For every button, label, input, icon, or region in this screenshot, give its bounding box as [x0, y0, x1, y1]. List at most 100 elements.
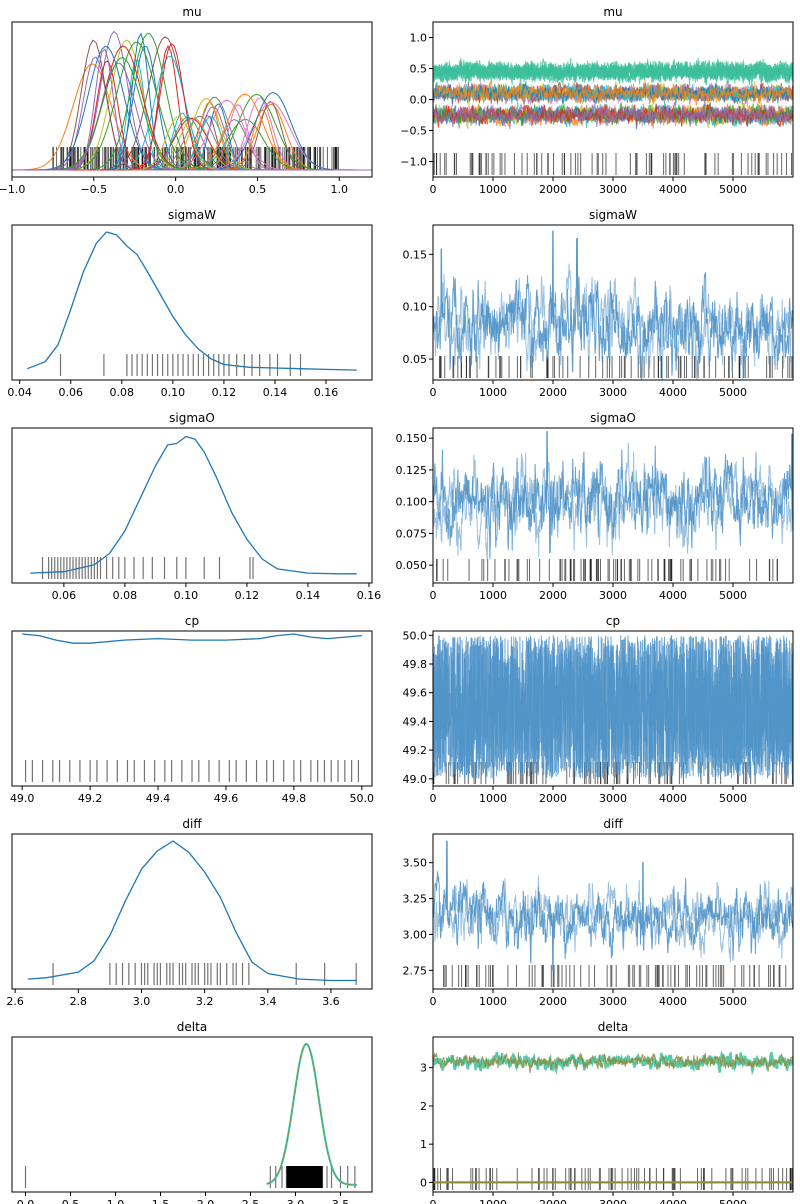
x-tick-label: 0.08: [113, 589, 138, 602]
divergence-rug: [439, 356, 793, 378]
y-tick-label: 2: [420, 1100, 427, 1113]
x-tick-label: 49.8: [282, 792, 307, 805]
x-tick-label: 1.0: [107, 1198, 125, 1204]
x-axis: 0 1000 2000 3000 4000 5000: [430, 380, 747, 399]
plot-area: [30, 435, 357, 579]
y-tick-label: 49.8: [403, 658, 428, 671]
x-tick-label: 3000: [599, 1198, 627, 1204]
plot-area: [12, 30, 372, 171]
x-axis: −1.0 −0.5 0.0 0.5 1.0: [0, 177, 348, 196]
y-tick-label: 0.10: [403, 301, 428, 314]
x-tick-label: 3.6: [322, 995, 340, 1008]
plot-area: [24, 1042, 357, 1188]
kde-line: [27, 840, 357, 982]
x-tick-label: 3000: [599, 995, 627, 1008]
axes-frame: [11, 21, 373, 178]
x-tick-label: 3.2: [196, 995, 214, 1008]
subplot-sigmaO-trace: sigmaO 0 1000 2000 3000 4000 5000 0.050 0.075 0.1…: [396, 411, 794, 602]
x-tick-label: 0.08: [110, 386, 135, 399]
divergence-rug: [443, 965, 787, 987]
y-tick-label: 1: [420, 1138, 427, 1151]
kde-line: [266, 1043, 357, 1186]
subplot-cp-trace: cp0 1000 2000 3000 4000 500049.049.249.449.64…: [403, 614, 794, 805]
plot-area: [433, 1050, 793, 1190]
x-tick-label: 49.2: [78, 792, 103, 805]
subplot-delta-density: delta 0.0 0.5 1.0 1.5 2.0 2.5 3.0 3.5: [11, 1020, 373, 1204]
subplot-title: sigmaO: [590, 411, 636, 425]
x-tick-label: 3.5: [332, 1198, 350, 1204]
x-axis: 0 1000 2000 3000 4000 5000: [430, 177, 747, 196]
subplot-sigmaO-density: sigmaO 0.06 0.08 0.10 0.12 0.14 0.16: [11, 411, 382, 602]
x-tick-label: 50.0: [350, 792, 375, 805]
y-axis: 0 1 2 3: [420, 1062, 433, 1189]
y-axis: −1.0 −0.5 0.0 0.5 1.0: [400, 32, 433, 169]
divergence-rug: [436, 559, 778, 581]
x-axis: 0 1000 2000 3000 4000 5000: [430, 1192, 747, 1204]
x-tick-label: 2000: [539, 386, 567, 399]
subplot-mu-density: mu −1.0 −0.5 0.0 0.5 1.0: [0, 5, 373, 196]
trace-series-line: [433, 58, 793, 85]
x-tick-label: 0: [430, 792, 437, 805]
x-tick-label: 3.4: [259, 995, 277, 1008]
x-tick-label: −1.0: [0, 183, 25, 196]
x-tick-label: 4000: [659, 183, 687, 196]
trace-series-line: [433, 57, 793, 86]
x-tick-label: 0.14: [296, 589, 321, 602]
x-tick-label: 0.0: [17, 1198, 35, 1204]
x-tick-label: 3.0: [133, 995, 151, 1008]
x-tick-label: 3000: [599, 183, 627, 196]
axes-frame: [11, 1036, 373, 1193]
x-tick-label: 1.5: [152, 1198, 170, 1204]
subplot-title: delta: [177, 1020, 207, 1034]
x-tick-label: 0.12: [235, 589, 260, 602]
axes-frame: [11, 833, 373, 990]
x-tick-label: 4000: [659, 1198, 687, 1204]
trace-series-line: [433, 840, 793, 971]
divergence-rug: [433, 1168, 793, 1190]
x-tick-label: 5000: [719, 183, 747, 196]
x-tick-label: 0.5: [62, 1198, 80, 1204]
subplot-delta-trace: delta 0 1000 2000 3000 4000 5000 0 1 2 3: [420, 1020, 794, 1204]
x-tick-label: 0.10: [161, 386, 186, 399]
y-tick-label: 0: [420, 1176, 427, 1189]
rug-marks: [52, 963, 357, 985]
x-tick-label: 4000: [659, 386, 687, 399]
x-tick-label: 0.04: [7, 386, 32, 399]
x-tick-label: 0.06: [58, 386, 83, 399]
x-tick-label: 0: [430, 995, 437, 1008]
subplot-title: mu: [182, 5, 201, 19]
x-tick-label: 1000: [479, 792, 507, 805]
y-tick-label: 0.15: [403, 248, 428, 261]
trace-series-line: [433, 79, 793, 106]
y-tick-label: 49.0: [403, 773, 428, 786]
plot-area: [433, 230, 793, 380]
x-tick-label: 2.8: [70, 995, 88, 1008]
x-tick-label: 5000: [719, 792, 747, 805]
subplot-title: delta: [598, 1020, 628, 1034]
x-tick-label: 5000: [719, 589, 747, 602]
x-tick-label: 2.6: [6, 995, 24, 1008]
plot-area: [433, 635, 793, 784]
subplot-title: sigmaW: [168, 208, 216, 222]
x-tick-label: 3000: [599, 589, 627, 602]
axes-frame: [11, 630, 373, 787]
y-axis: 0.050 0.075 0.100 0.125 0.150: [396, 432, 433, 572]
x-tick-label: 1.0: [331, 183, 349, 196]
plot-area: [27, 840, 357, 985]
x-tick-label: 2000: [539, 589, 567, 602]
rug-marks: [41, 557, 254, 579]
plot-area: [433, 57, 793, 175]
kde-line: [266, 1042, 357, 1186]
x-tick-label: 49.0: [10, 792, 35, 805]
subplot-title: diff: [182, 817, 202, 831]
subplot-sigmaW-trace: sigmaW 0 1000 2000 3000 4000 5000 0.05 0.10 0.15: [403, 208, 794, 399]
trace-series-line: [433, 431, 793, 562]
kde-line: [27, 231, 357, 371]
y-tick-label: 49.4: [403, 715, 428, 728]
x-tick-label: 2.5: [242, 1198, 260, 1204]
x-axis: 0.06 0.08 0.10 0.12 0.14 0.16: [52, 583, 382, 602]
x-tick-label: 1000: [479, 386, 507, 399]
y-tick-label: 0.5: [410, 63, 428, 76]
x-tick-label: 0.16: [357, 589, 382, 602]
